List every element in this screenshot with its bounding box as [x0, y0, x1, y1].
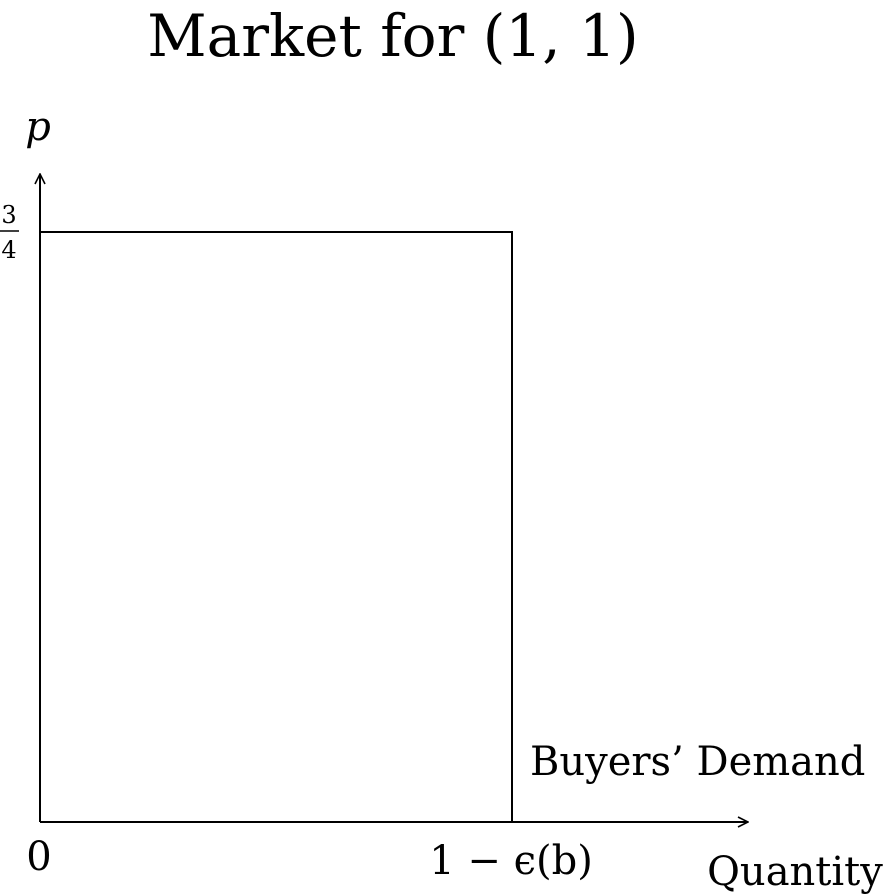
x-tick-label: 1 − ϵ(b) [429, 838, 593, 884]
x-axis-label: Quantity [707, 849, 883, 895]
buyers-demand-curve [40, 231, 513, 822]
y-tick-denominator: 4 [1, 236, 16, 264]
diagram-title: Market for (1, 1) [147, 2, 638, 70]
y-axis-label: p [25, 104, 51, 150]
y-tick-numerator: 3 [1, 201, 16, 229]
curve-label: Buyers’ Demand [530, 739, 865, 785]
origin-label: 0 [26, 834, 51, 880]
y-tick-fraction: 3 4 [0, 201, 19, 264]
